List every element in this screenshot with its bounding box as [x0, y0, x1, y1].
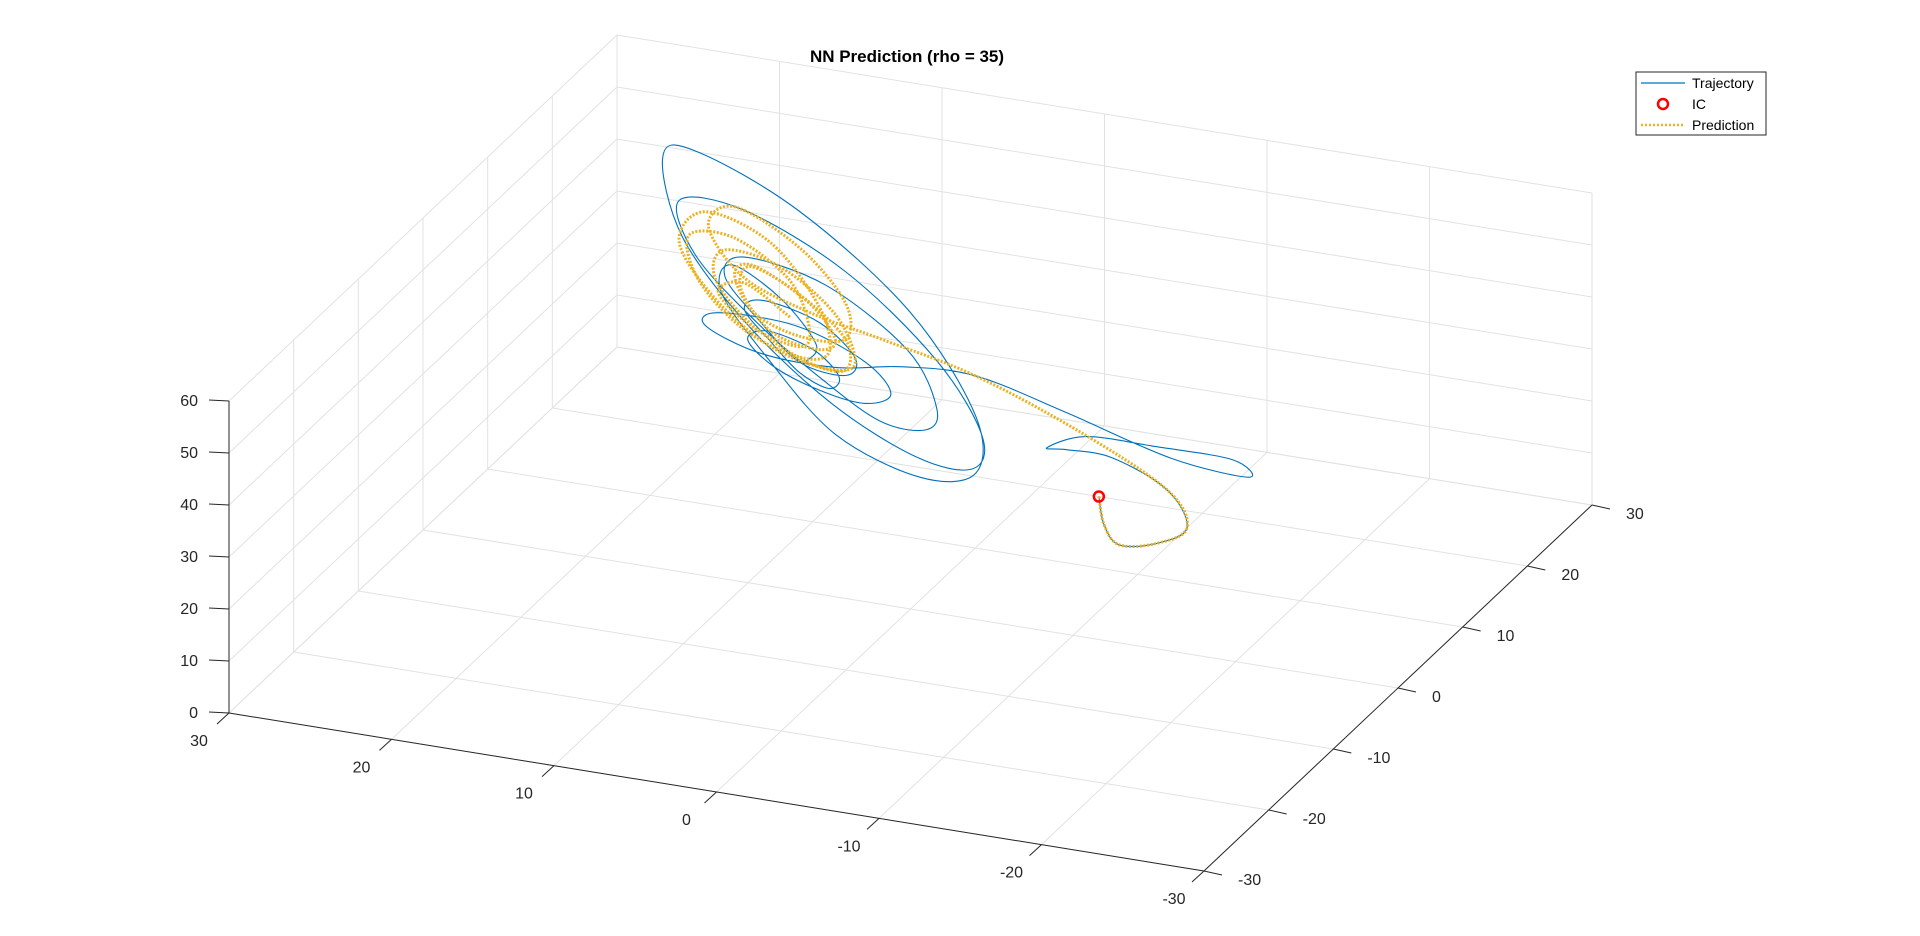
side-wall-grid-line-z [228, 138, 618, 506]
grid-layer [228, 34, 1593, 872]
y-tick [1397, 687, 1417, 693]
x-tick-label: 30 [190, 733, 208, 750]
y-tick [1591, 504, 1611, 510]
z-tick-label: 40 [180, 497, 198, 514]
y-tick-label: -30 [1238, 872, 1261, 889]
legend-prediction-label: Prediction [1692, 117, 1754, 133]
legend-ic-label: IC [1692, 96, 1706, 112]
y-tick [1527, 565, 1546, 571]
z-tick-label: 50 [180, 445, 198, 462]
axes-layer [208, 399, 1611, 883]
z-tick [208, 399, 230, 402]
x-tick [216, 712, 230, 725]
x-tick [379, 738, 392, 751]
side-wall-grid-line-z [228, 86, 618, 454]
x-tick-label: -20 [1000, 865, 1023, 882]
back-wall-grid-line-z [616, 190, 1593, 350]
floor-grid-line-y [487, 468, 1463, 628]
back-wall-grid-line-z [616, 86, 1593, 246]
x-tick [866, 817, 880, 830]
x-tick-label: 0 [682, 812, 691, 829]
chart-title: NN Prediction (rho = 35) [810, 47, 1004, 66]
floor-grid-line-y [552, 407, 1528, 567]
series-prediction [677, 204, 1189, 549]
side-wall-grid-line-z [228, 190, 618, 558]
floor-grid-line-y [422, 529, 1399, 689]
y-tick-label: 20 [1561, 567, 1579, 584]
z-tick-label: 30 [180, 549, 198, 566]
z-tick [208, 659, 230, 662]
y-tick [1203, 870, 1223, 876]
y-tick-label: -20 [1303, 811, 1326, 828]
back-wall-grid-line-z [616, 34, 1593, 194]
side-wall-grid-line-z [228, 34, 618, 402]
floor-grid-line-y [358, 590, 1334, 750]
z-tick-label: 10 [180, 653, 198, 670]
side-wall-grid-line-z [228, 242, 618, 610]
y-tick-label: 30 [1626, 506, 1644, 523]
floor-grid-line-y [293, 651, 1269, 811]
side-wall-grid-line-z [228, 294, 618, 662]
y-tick [1268, 809, 1287, 815]
x-tick-label: -10 [837, 838, 860, 855]
legend-trajectory-label: Trajectory [1692, 75, 1754, 91]
x-tick-label: -30 [1162, 891, 1185, 908]
x-tick [1029, 844, 1042, 857]
side-wall-grid-line-z [228, 346, 618, 714]
legend[interactable]: Trajectory IC Prediction [1635, 71, 1767, 136]
z-tick-label: 20 [180, 601, 198, 618]
y-tick [1462, 626, 1481, 632]
x-tick [541, 765, 555, 778]
series-layer [661, 144, 1254, 549]
z-tick [208, 711, 230, 714]
back-wall-grid-line-z [616, 138, 1593, 298]
y-tick-label: 10 [1497, 628, 1515, 645]
z-tick-label: 60 [180, 393, 198, 410]
tick-labels-layer: 30 20 10 0 -10 -20 -30 -30 -20 -10 0 10 20 30 0 10 20 30 4… [180, 393, 1644, 908]
z-tick [208, 555, 230, 558]
y-tick [1333, 748, 1352, 754]
z-tick-label: 0 [189, 705, 198, 722]
z-tick [208, 607, 230, 610]
x-tick [704, 791, 717, 804]
ic-marker [1092, 490, 1106, 503]
z-tick [208, 451, 230, 454]
x-tick-label: 20 [353, 759, 371, 776]
legend-ic-swatch [1656, 97, 1670, 111]
x-tick-label: 10 [515, 786, 533, 803]
x-tick [1191, 870, 1205, 883]
y-tick-label: 0 [1432, 689, 1441, 706]
y-tick-label: -10 [1367, 750, 1390, 767]
series-trajectory [661, 144, 1254, 548]
z-tick [208, 503, 230, 506]
